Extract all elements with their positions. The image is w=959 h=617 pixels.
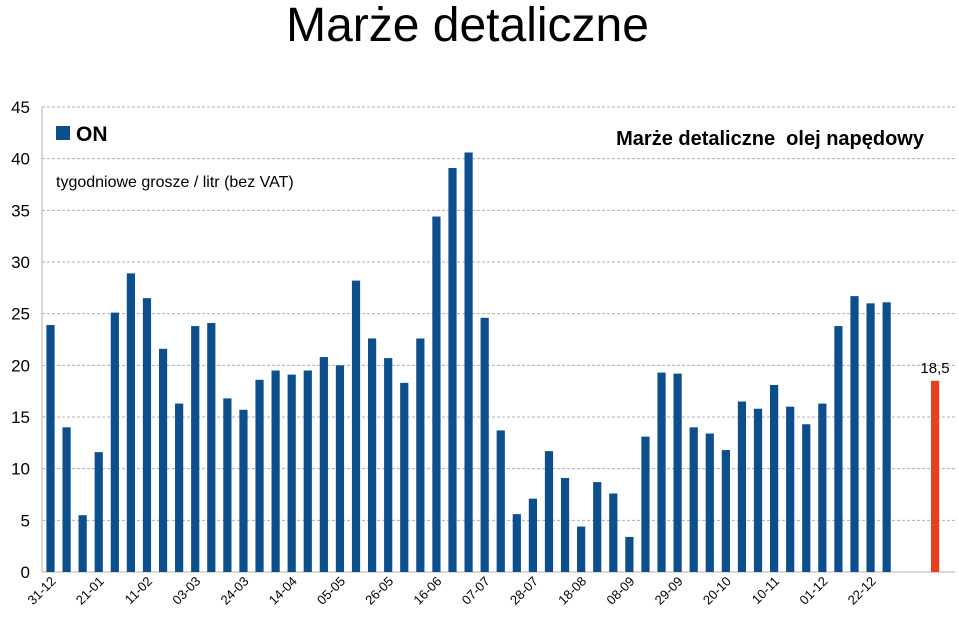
bar-on <box>480 317 489 572</box>
x-tick-label: 18-08 <box>555 574 589 608</box>
chart-title: Marże detaliczne olej napędowy <box>616 128 925 150</box>
bar-on <box>770 384 779 572</box>
page-title: Marże detaliczne <box>286 0 649 52</box>
bar-on <box>46 325 55 572</box>
bar-on <box>335 365 345 572</box>
bar-on <box>528 498 537 572</box>
bars <box>46 152 940 572</box>
bar-on <box>110 312 119 572</box>
bar-on <box>544 451 554 572</box>
bar-on <box>175 403 184 572</box>
bar-on <box>368 338 377 572</box>
bar-on <box>818 403 827 572</box>
bar-on <box>207 322 216 572</box>
bar-on <box>384 358 393 572</box>
x-tick-label: 22-12 <box>845 574 879 608</box>
bar-on <box>142 298 152 572</box>
x-tick-label: 20-10 <box>700 574 734 608</box>
bar-on <box>158 348 168 572</box>
bar-on <box>625 536 634 572</box>
bar-on <box>416 338 425 572</box>
bar-on <box>786 406 795 572</box>
bar-on <box>560 477 570 572</box>
data-label-current: 18,5 <box>920 360 949 377</box>
x-tick-label: 10-11 <box>749 574 782 607</box>
data-labels: 18,5 <box>920 360 949 377</box>
bar-on <box>850 296 859 572</box>
bar-on <box>271 370 280 572</box>
bar-on <box>432 216 441 572</box>
y-tick-label: 15 <box>11 408 30 427</box>
bar-on <box>882 302 891 572</box>
y-tick-label: 20 <box>11 356 30 375</box>
bar-on <box>303 370 312 572</box>
x-tick-label: 01-12 <box>796 574 830 608</box>
bar-on <box>866 303 875 572</box>
y-tick-label: 0 <box>21 563 30 582</box>
x-tick-label: 24-03 <box>217 574 251 608</box>
x-tick-label: 05-05 <box>314 574 348 608</box>
bar-on <box>673 373 682 572</box>
bar-on <box>689 427 698 572</box>
bar-on <box>512 514 521 572</box>
bar-on <box>737 401 747 572</box>
x-tick-label: 16-06 <box>410 574 444 608</box>
x-tick-label: 26-05 <box>362 574 396 608</box>
bar-on <box>834 326 843 572</box>
bar-on <box>464 152 473 572</box>
x-tick-label: 28-07 <box>507 574 541 608</box>
bar-on <box>319 357 328 572</box>
x-tick-label: 29-09 <box>652 574 686 608</box>
x-tick-label: 11-02 <box>122 574 155 607</box>
gridlines <box>42 106 955 573</box>
legend-label-on: ON <box>76 123 108 146</box>
bar-on <box>287 374 296 572</box>
y-tick-label: 10 <box>11 460 30 479</box>
y-tick-label: 35 <box>11 201 30 220</box>
y-tick-labels: 0 5 10 15 20 25 30 35 40 45 <box>11 98 30 582</box>
bar-on <box>657 372 666 572</box>
chart-subtitle: tygodniowe grosze / litr (bez VAT) <box>56 174 294 191</box>
x-tick-label: 03-03 <box>169 574 203 608</box>
x-tick-label: 08-09 <box>603 574 637 608</box>
bar-on <box>351 280 361 572</box>
bar-on <box>400 382 409 572</box>
x-tick-label: 21-01 <box>73 574 107 608</box>
bar-on <box>78 515 87 572</box>
bar-on <box>126 273 135 572</box>
bar-on <box>802 424 811 572</box>
bar-on <box>94 452 103 572</box>
bar-on <box>191 326 200 572</box>
bar-on <box>448 167 457 572</box>
x-tick-labels: 31-12 21-01 11-02 03-03 24-03 14-04 05-05 26-05… <box>25 574 879 608</box>
bar-on <box>721 450 730 572</box>
y-tick-label: 5 <box>21 511 30 530</box>
bar-on <box>641 436 650 572</box>
y-tick-label: 45 <box>11 98 30 117</box>
y-tick-label: 40 <box>11 150 30 169</box>
bar-current <box>931 380 940 572</box>
y-tick-label: 30 <box>11 253 30 272</box>
bar-on <box>705 433 714 572</box>
bar-on <box>496 430 505 572</box>
bar-on <box>255 379 264 572</box>
bar-on <box>609 493 618 572</box>
legend-swatch-on <box>56 126 70 140</box>
bar-on <box>239 409 248 572</box>
x-tick-label: 14-04 <box>266 574 300 608</box>
bar-on <box>753 408 763 572</box>
bar-on <box>62 427 71 572</box>
y-tick-label: 25 <box>11 305 30 324</box>
bar-on <box>223 398 232 572</box>
x-tick-label: 07-07 <box>459 574 493 608</box>
bar-on <box>593 482 602 572</box>
bar-on <box>577 526 586 572</box>
